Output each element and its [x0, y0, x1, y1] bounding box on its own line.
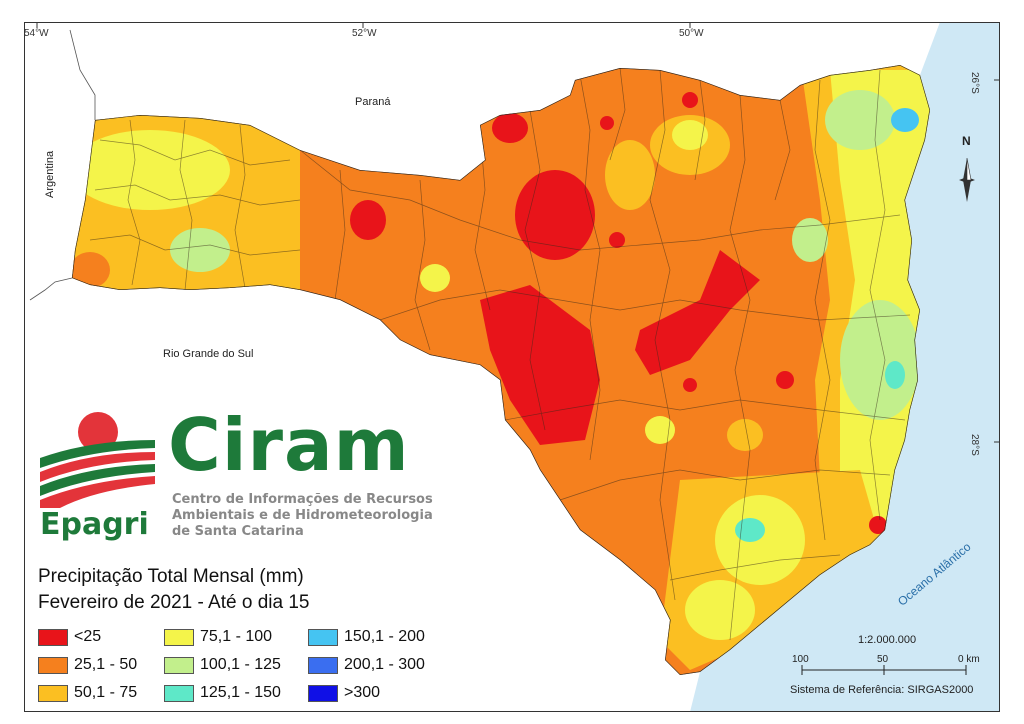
- scale-tick-50: 50: [877, 654, 889, 665]
- label-parana: Paraná: [355, 96, 391, 108]
- argentina-border: [29, 29, 96, 301]
- legend-item: 75,1 - 100: [164, 628, 272, 646]
- legend-swatch: [164, 684, 194, 702]
- ocean: [690, 22, 1000, 712]
- logo-subtitle-1: Centro de Informações de Recursos: [172, 492, 433, 507]
- coord-28s: 28°S: [969, 434, 980, 456]
- legend-swatch: [38, 656, 68, 674]
- legend-item: >300: [308, 684, 380, 702]
- coord-54w: 54°W: [24, 28, 49, 39]
- epagri-logo-icon: [40, 412, 155, 508]
- legend-title: Precipitação Total Mensal (mm): [38, 566, 304, 587]
- legend-item: 25,1 - 50: [38, 656, 137, 674]
- legend-item: 50,1 - 75: [38, 684, 137, 702]
- label-argentina: Argentina: [44, 150, 56, 198]
- legend-subtitle: Fevereiro de 2021 - Até o dia 15: [38, 592, 310, 613]
- legend-swatch: [38, 628, 68, 646]
- epagri-logo: Epagri: [40, 507, 149, 542]
- legend-item: 125,1 - 150: [164, 684, 281, 702]
- ciram-logo: Ciram: [168, 403, 410, 487]
- logo-subtitle-3: de Santa Catarina: [172, 524, 304, 539]
- coord-50w: 50°W: [679, 28, 704, 39]
- scale-tick-100: 100: [792, 654, 809, 665]
- legend-swatch: [164, 628, 194, 646]
- label-rio-grande-do-sul: Rio Grande do Sul: [163, 348, 254, 360]
- legend-swatch: [38, 684, 68, 702]
- scale-ratio: 1:2.000.000: [858, 634, 917, 646]
- coord-26s: 26°S: [969, 72, 980, 94]
- scale-tick-0: 0 km: [958, 654, 980, 665]
- scale-bar: [801, 665, 967, 675]
- legend-item: 200,1 - 300: [308, 656, 425, 674]
- north-arrow-icon: [959, 157, 975, 202]
- reference-system: Sistema de Referência: SIRGAS2000: [790, 684, 974, 696]
- legend-swatch: [308, 628, 338, 646]
- legend-swatch: [308, 656, 338, 674]
- logo-subtitle-2: Ambientais e de Hidrometeorologia: [172, 508, 433, 523]
- legend-item: 150,1 - 200: [308, 628, 425, 646]
- legend-item: <25: [38, 628, 101, 646]
- legend-swatch: [308, 684, 338, 702]
- north-arrow-label: N: [962, 134, 971, 148]
- legend-item: 100,1 - 125: [164, 656, 281, 674]
- legend-swatch: [164, 656, 194, 674]
- coord-52w: 52°W: [352, 28, 377, 39]
